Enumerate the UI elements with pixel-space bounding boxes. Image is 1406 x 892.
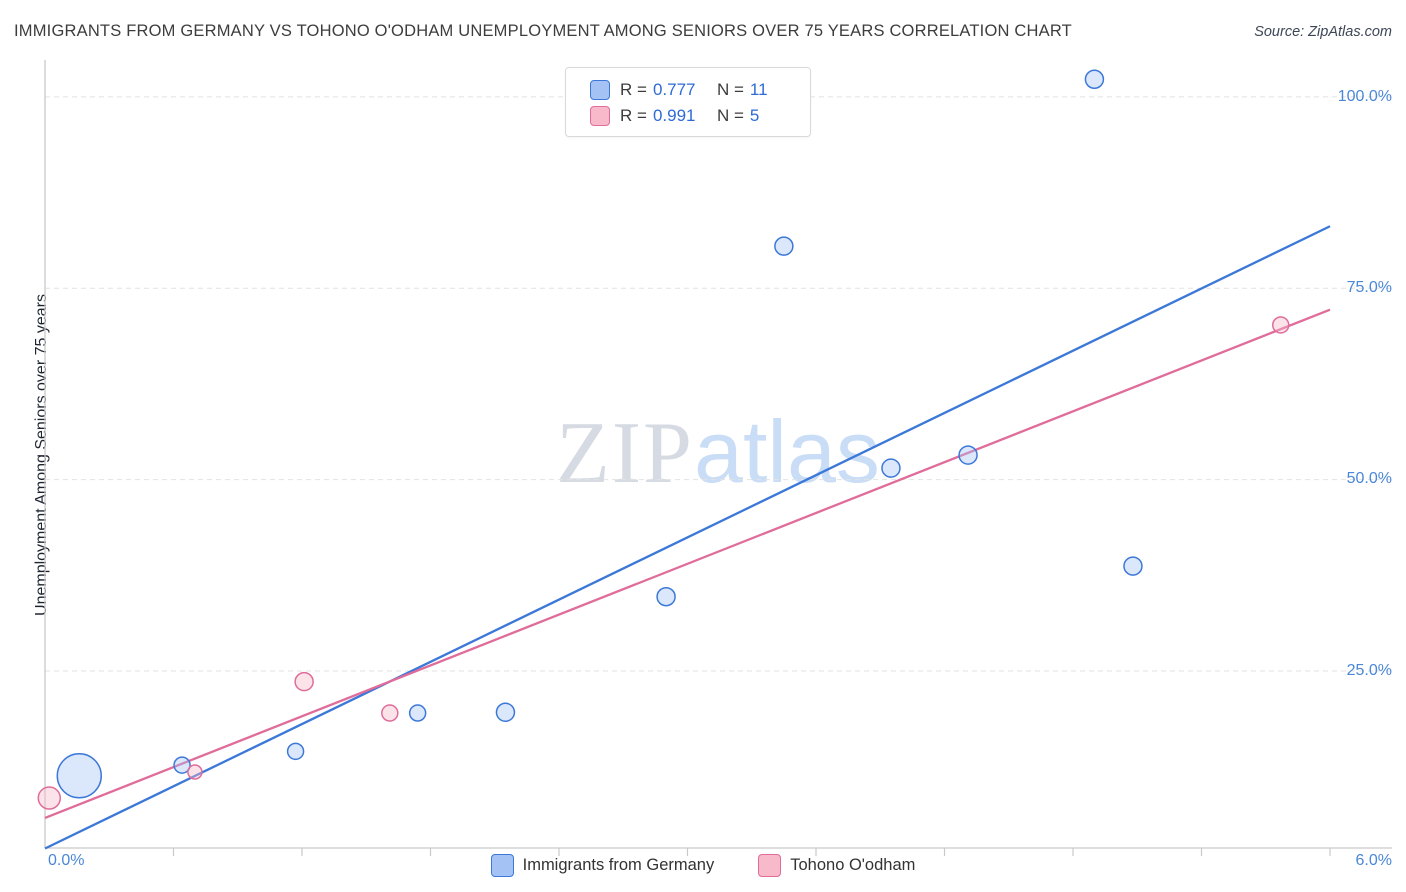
germany-swatch-icon xyxy=(490,853,514,877)
source-attribution: Source: ZipAtlas.com xyxy=(1254,24,1392,40)
immigrants-from-germany-data-point[interactable] xyxy=(408,704,427,722)
n-value: 5 xyxy=(749,106,760,125)
tohono-oodham-trendline xyxy=(44,308,1331,819)
immigrants-from-germany-data-point[interactable] xyxy=(495,702,516,723)
legend-item-label: Immigrants from Germany xyxy=(522,855,715,874)
immigrants-from-germany-trendline xyxy=(44,225,1331,850)
immigrants-from-germany-data-point[interactable] xyxy=(286,742,305,761)
tohono-oodham-data-point[interactable] xyxy=(187,764,203,780)
immigrants-from-germany-data-point[interactable] xyxy=(774,236,794,256)
legend-row-tohono: R = 0.991 N = 5 xyxy=(590,103,810,129)
r-label: R = xyxy=(620,106,647,125)
r-label: R = xyxy=(620,80,647,99)
immigrants-from-germany-data-point[interactable] xyxy=(1123,556,1143,576)
immigrants-from-germany-data-point[interactable] xyxy=(1084,69,1105,90)
legend-item-germany: Immigrants from Germany xyxy=(490,853,715,877)
immigrants-from-germany-data-point[interactable] xyxy=(881,458,901,478)
bottom-legend: Immigrants from Germany Tohono O'odham xyxy=(0,849,1406,881)
immigrants-from-germany-data-point[interactable] xyxy=(56,753,103,799)
tohono-oodham-data-point[interactable] xyxy=(37,786,62,810)
legend-box: R = 0.777 N = 11 R = 0.991 N = 5 xyxy=(565,67,811,137)
n-label: N = xyxy=(716,80,744,99)
y-tick-label-100: 100.0% xyxy=(1337,88,1392,105)
r-value: 0.991 xyxy=(652,106,696,125)
n-label: N = xyxy=(716,106,744,125)
legend-row-germany: R = 0.777 N = 11 xyxy=(590,77,810,103)
legend-item-tohono: Tohono O'odham xyxy=(758,853,916,877)
legend-item-label: Tohono O'odham xyxy=(790,855,916,874)
r-value: 0.777 xyxy=(652,80,696,99)
y-tick-label-75: 75.0% xyxy=(1346,279,1392,296)
immigrants-from-germany-data-point[interactable] xyxy=(958,445,978,465)
immigrants-from-germany-data-point[interactable] xyxy=(173,756,191,774)
tohono-oodham-data-point[interactable] xyxy=(381,704,399,722)
n-value: 11 xyxy=(749,80,768,99)
y-tick-label-25: 25.0% xyxy=(1346,662,1392,679)
page-title: IMMIGRANTS FROM GERMANY VS TOHONO O'ODHA… xyxy=(14,22,1072,40)
tohono-swatch-icon xyxy=(590,106,610,126)
x-tick-label-min: 0.0% xyxy=(48,852,85,869)
tohono-oodham-data-point[interactable] xyxy=(294,671,314,692)
tohono-oodham-data-point[interactable] xyxy=(1271,316,1290,334)
x-tick-label-max: 6.0% xyxy=(1355,852,1392,869)
immigrants-from-germany-data-point[interactable] xyxy=(656,586,676,607)
y-tick-label-50: 50.0% xyxy=(1346,470,1392,487)
tohono-swatch-icon xyxy=(758,853,782,877)
germany-swatch-icon xyxy=(590,80,610,100)
